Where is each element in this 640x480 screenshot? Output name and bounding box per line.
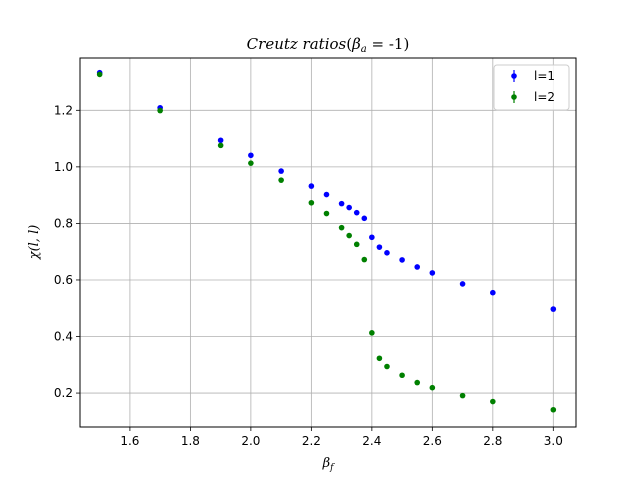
data-point-series-2 bbox=[338, 224, 345, 231]
data-point-series-2 bbox=[217, 142, 224, 149]
data-point-series-1 bbox=[399, 257, 405, 263]
data-point-series-1 bbox=[429, 270, 436, 276]
y-tick-label: 0.6 bbox=[54, 273, 73, 287]
grid bbox=[80, 58, 576, 427]
y-tick-label: 0.8 bbox=[54, 216, 73, 230]
chart-title: Creutz ratios(βa = -1) bbox=[247, 35, 410, 55]
x-tick-label: 2.0 bbox=[241, 434, 260, 448]
legend-marker bbox=[511, 94, 517, 100]
legend-label: l=1 bbox=[534, 69, 555, 83]
data-point-series-1 bbox=[459, 281, 466, 287]
data-point-series-2 bbox=[376, 355, 383, 362]
legend-box bbox=[493, 64, 570, 111]
data-point-series-1 bbox=[490, 289, 496, 296]
data-point-series-1 bbox=[338, 200, 345, 207]
data-point-series-2 bbox=[346, 232, 352, 239]
data-points bbox=[96, 69, 557, 413]
x-tick-label: 1.8 bbox=[181, 434, 200, 448]
y-axis-label: χ(l, l) bbox=[27, 225, 42, 261]
y-tick-label: 1.2 bbox=[54, 103, 73, 117]
data-point-series-1 bbox=[217, 137, 224, 144]
data-point-series-2 bbox=[369, 330, 375, 336]
data-point-series-2 bbox=[248, 160, 254, 166]
x-tick-label: 2.6 bbox=[423, 434, 442, 448]
data-point-series-1 bbox=[248, 152, 254, 159]
legend: l=1 l=2 bbox=[493, 64, 570, 111]
x-axis-label: βf bbox=[322, 456, 336, 473]
legend-entry-series-1: l=1 bbox=[511, 69, 555, 83]
legend-entry-series-2: l=2 bbox=[511, 90, 555, 104]
data-point-series-1 bbox=[369, 234, 375, 241]
data-point-series-1 bbox=[361, 215, 368, 222]
legend-marker bbox=[511, 73, 517, 79]
data-point-series-2 bbox=[361, 256, 368, 263]
x-tick-label: 2.2 bbox=[302, 434, 321, 448]
data-point-series-2 bbox=[459, 392, 466, 399]
legend-label: l=2 bbox=[534, 90, 555, 104]
data-point-series-1 bbox=[414, 264, 421, 270]
x-tick-label: 2.4 bbox=[362, 434, 381, 448]
axis-ticks: 1.6 1.8 2.0 2.2 2.4 2.6 2.8 3.0 0.2 0.4 0.6 0.8 1.0 1… bbox=[54, 103, 563, 448]
x-tick-label: 1.6 bbox=[120, 434, 139, 448]
data-point-series-1 bbox=[376, 244, 383, 250]
data-point-series-2 bbox=[384, 363, 390, 370]
data-point-series-2 bbox=[429, 384, 436, 391]
data-point-series-2 bbox=[399, 372, 405, 379]
data-point-series-1 bbox=[278, 168, 284, 174]
data-point-series-2 bbox=[353, 241, 360, 248]
data-point-series-1 bbox=[550, 306, 557, 312]
plot-frame bbox=[79, 57, 577, 428]
data-point-series-2 bbox=[414, 379, 421, 386]
y-tick-label: 0.4 bbox=[54, 330, 73, 344]
data-point-series-2 bbox=[490, 398, 496, 405]
data-point-series-1 bbox=[346, 204, 352, 211]
data-point-series-1 bbox=[308, 183, 315, 189]
data-point-series-2 bbox=[323, 210, 330, 217]
x-tick-label: 3.0 bbox=[544, 434, 563, 448]
data-point-series-2 bbox=[278, 177, 284, 183]
data-point-series-2 bbox=[308, 199, 315, 206]
y-tick-label: 1.0 bbox=[54, 160, 73, 174]
data-point-series-2 bbox=[550, 406, 557, 413]
data-point-series-1 bbox=[353, 209, 360, 216]
data-point-series-2 bbox=[157, 107, 163, 114]
y-tick-label: 0.2 bbox=[54, 386, 73, 400]
data-point-series-2 bbox=[96, 71, 103, 78]
data-point-series-1 bbox=[384, 250, 390, 256]
data-point-series-1 bbox=[323, 191, 330, 198]
x-tick-label: 2.8 bbox=[483, 434, 502, 448]
